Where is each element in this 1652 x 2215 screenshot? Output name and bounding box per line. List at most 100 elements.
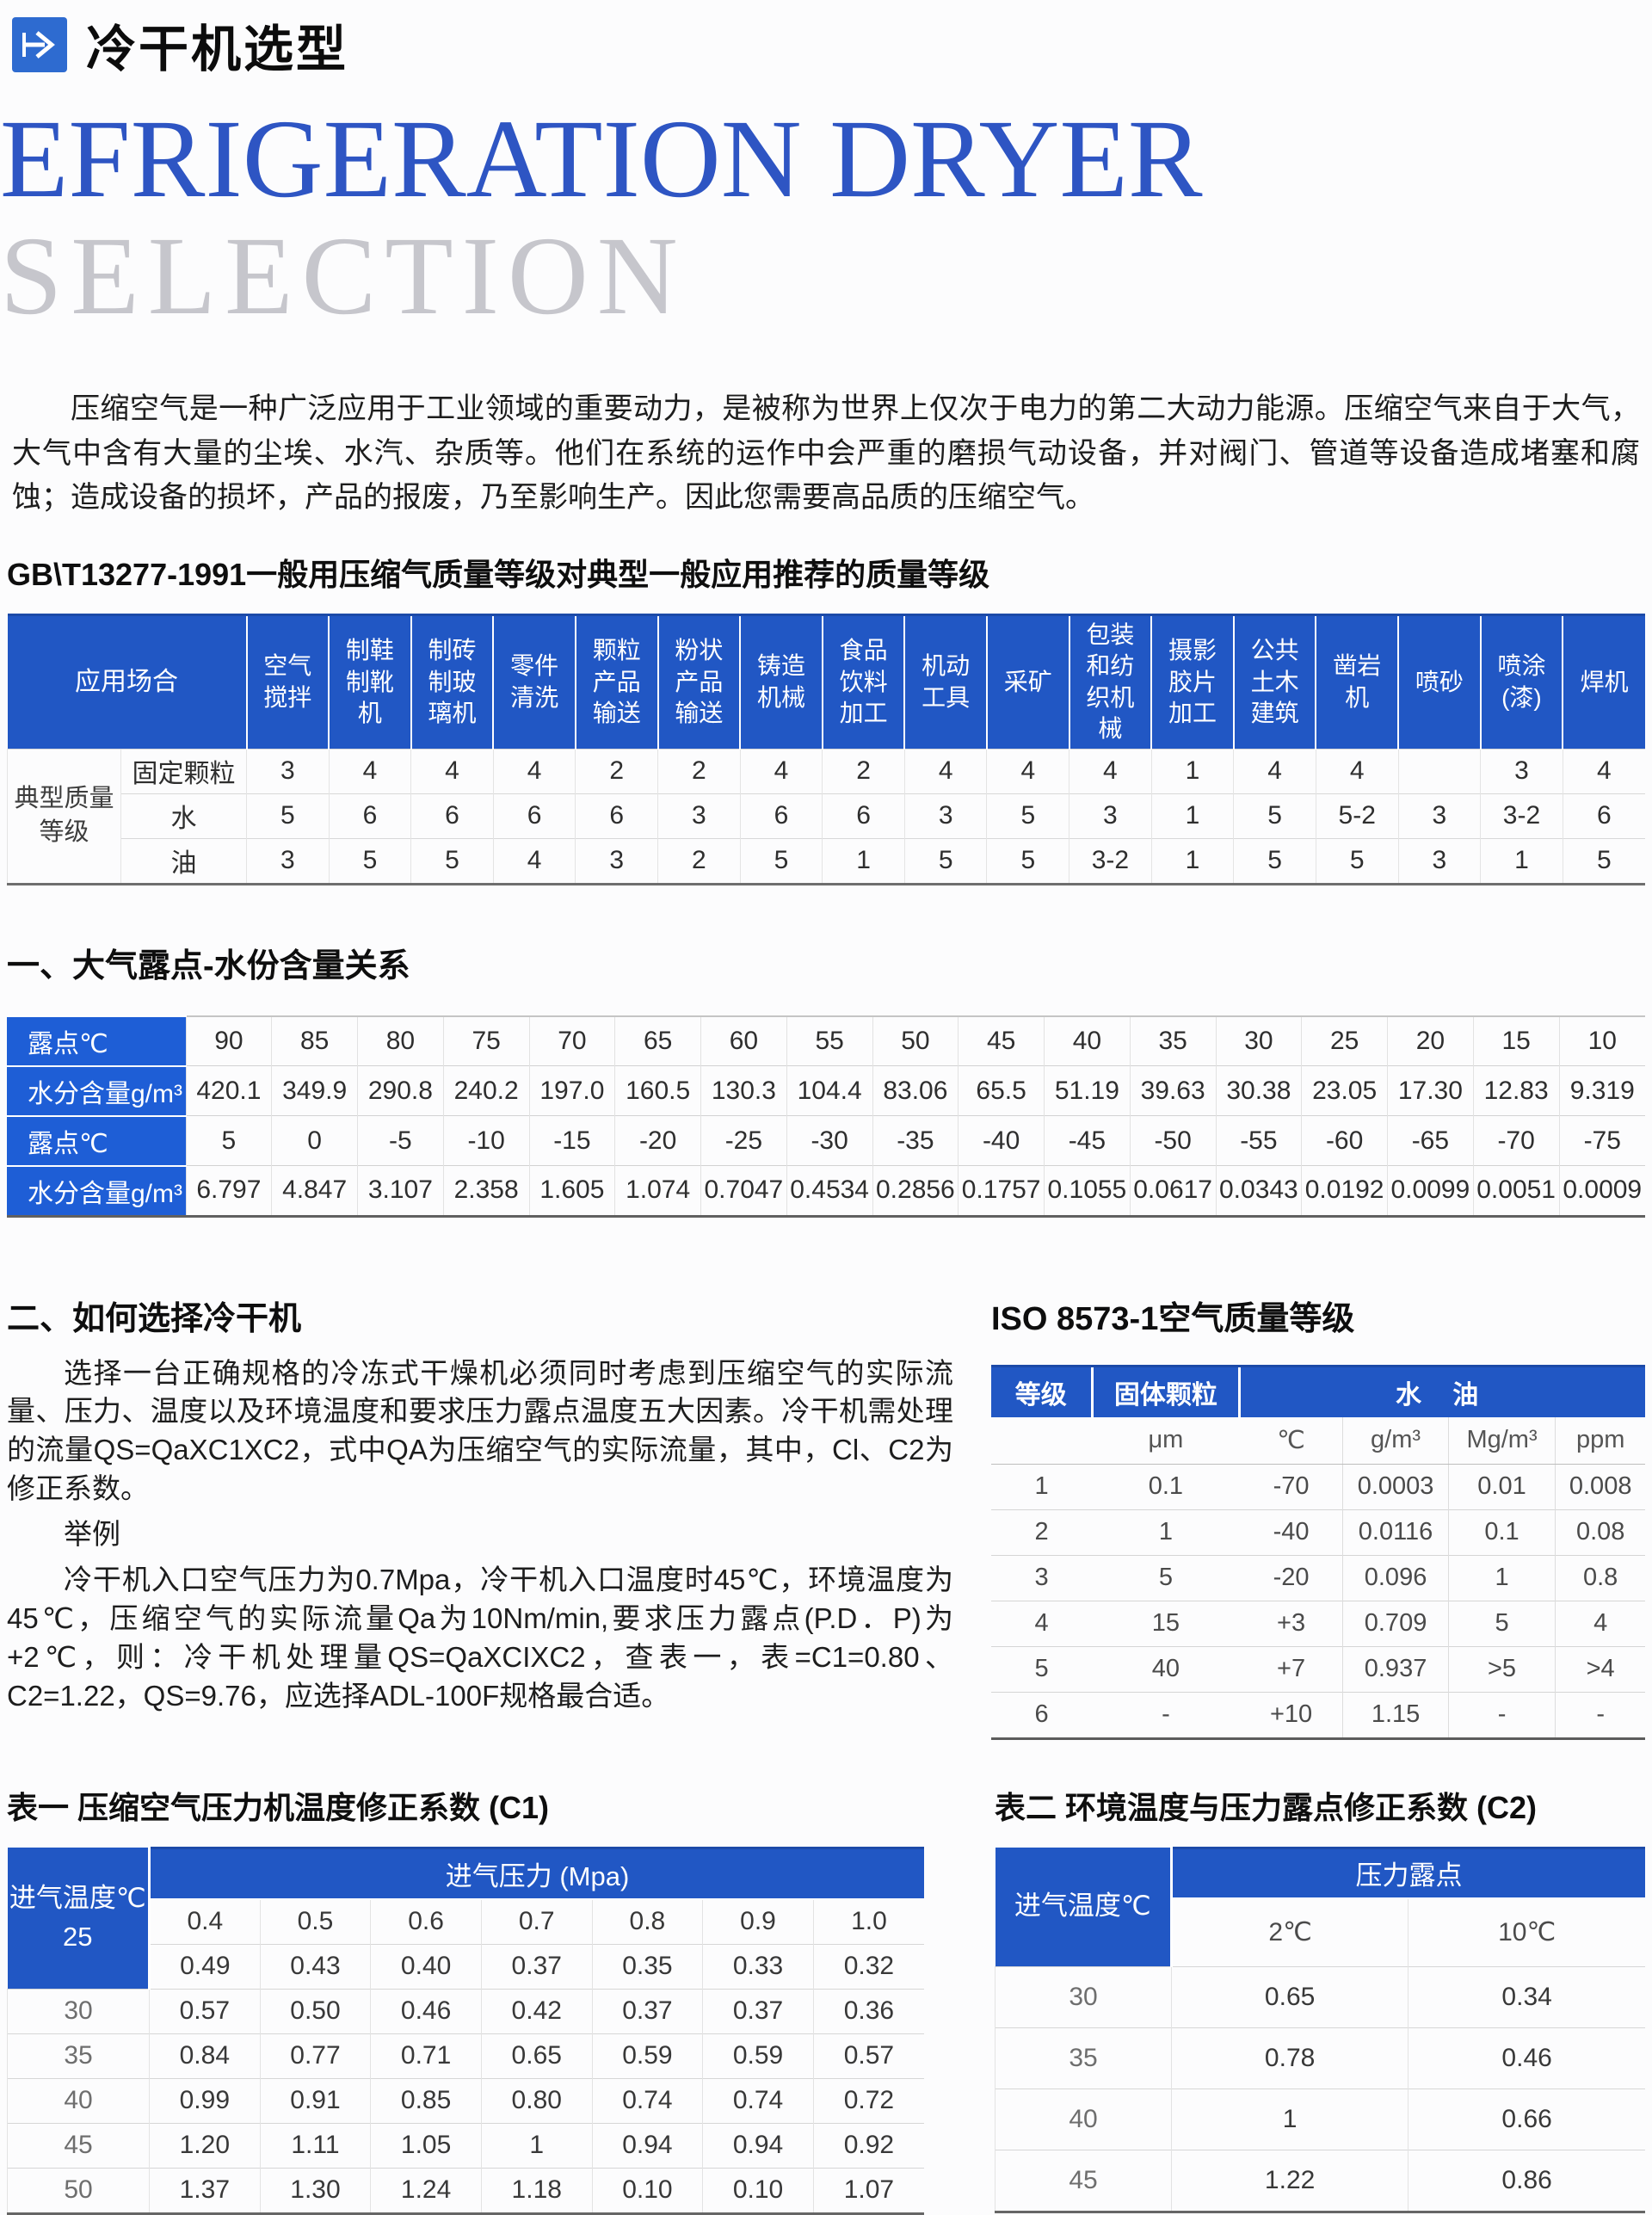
dew-value-cell: 60 [700,1015,787,1066]
c1-value-cell: 1.07 [812,2167,924,2214]
gbt-row-label: 水 [120,793,247,839]
c1-temp-cell: 35 [7,2033,150,2079]
table-row: 0.49 0.43 0.40 0.37 0.35 0.33 0.32 [8,1943,924,1990]
table-row: 30 0.65 0.34 [995,1965,1645,2028]
c1-value-cell: 0.57 [812,2033,924,2079]
gbt-column-header: 喷砂 [1397,614,1481,750]
dew-value-cell: 40 [1044,1015,1131,1066]
gbt-column-header: 制鞋制靴机 [328,614,411,750]
gbt-value-cell: 6 [739,793,823,839]
dew-value-cell: 4.847 [271,1165,358,1217]
gbt-column-header: 采矿 [985,614,1069,750]
dew-value-cell: 50 [872,1015,959,1066]
c2-value-cell: 0.86 [1408,2149,1645,2212]
dew-value-cell: 55 [786,1015,872,1066]
c2-temp-cell: 30 [995,1965,1172,2028]
table-subheader-row: μm ℃ g/m³ Mg/m³ ppm [991,1416,1645,1465]
gbt-column-header: 食品饮料加工 [821,614,905,750]
c2-value-cell: 1 [1170,2088,1409,2150]
gbt-value-cell: 3 [1069,793,1152,839]
c1-pressure-header: 进气压力 (Mpa) [149,1846,924,1900]
gbt-value-cell: 3 [246,748,330,794]
dewpoint-table: 露点℃ 90 85 80 75 70 65 60 55 50 45 40 35 30 25 20 15 10 水分含… [7,1015,1645,1218]
c1-value-cell: 0.32 [812,1943,924,1990]
c1-pressure-cell: 1.0 [812,1898,924,1945]
dew-value-cell: -55 [1215,1115,1302,1166]
iso-column: ISO 8573-1空气质量等级 等级 固体颗粒 水 油 μm ℃ g/m³ Mg/m… [991,1292,1645,1740]
iso-subheader-cell [991,1416,1093,1465]
c2-table-title: 表二 环境温度与压力露点修正系数 (C2) [995,1789,1538,1825]
c2-value-cell: 0.46 [1408,2027,1645,2089]
iso-value-cell: -70 [1239,1463,1343,1510]
gbt-column-header: 粉状产品输送 [656,614,741,750]
table-subheader-row: 2℃ 10℃ [996,1897,1645,1967]
dew-row-label: 露点℃ [7,1114,186,1166]
gbt-value-cell: 5 [986,837,1069,885]
c2-value-cell: 0.78 [1170,2027,1409,2089]
c2-temp-cell: 35 [995,2027,1172,2089]
c1-value-cell: 0.33 [702,1943,814,1990]
c1-value-cell: 1.05 [370,2122,482,2169]
table-row: 4 15 +3 0.709 5 4 [991,1600,1645,1647]
c2-temp-cell: 45 [995,2149,1172,2212]
iso-value-cell: 0.096 [1342,1554,1449,1601]
dew-value-cell: 349.9 [271,1065,358,1116]
gbt-column-header: 机动工具 [903,614,987,750]
c1-pressure-cell: 0.8 [591,1898,703,1945]
dew-value-cell: 15 [1472,1015,1559,1066]
table-row: 35 0.84 0.77 0.71 0.65 0.59 0.59 0.57 [7,2033,924,2079]
dew-value-cell: -15 [528,1115,615,1166]
gbt-row-label: 固定颗粒 [120,748,247,794]
dew-value-cell: 3.107 [357,1165,444,1217]
c1-value-cell: 0.84 [149,2033,261,2079]
dew-value-cell: 9.319 [1558,1065,1645,1116]
c1-value-cell: 1 [480,2122,593,2169]
iso-subheader-cell: ℃ [1239,1416,1343,1465]
c1-value-cell: 0.59 [702,2033,814,2079]
dew-value-cell: 6.797 [185,1165,272,1217]
correction-tables-area: 表一 压缩空气压力机温度修正系数 (C1) 进气温度℃ 25 进气压力 (Mpa… [7,1783,1645,2215]
gbt-value-cell: 4 [410,748,494,794]
table-subheader-row: 0.4 0.5 0.6 0.7 0.8 0.9 1.0 [8,1898,924,1945]
dew-value-cell: -45 [1044,1115,1131,1166]
gbt-column-header: 喷涂(漆) [1479,614,1563,750]
gbt-value-cell: 3-2 [1069,837,1152,885]
dew-value-cell: 20 [1387,1015,1474,1066]
gbt-value-cell: 2 [657,748,741,794]
c1-value-cell: 0.10 [702,2167,814,2214]
table-row: 35 0.78 0.46 [995,2027,1645,2089]
gbt-value-cell: 1 [1150,748,1234,794]
c2-dewpoint-header: 压力露点 [1171,1846,1645,1899]
gbt-value-cell: 2 [822,748,905,794]
c1-value-cell: 0.37 [480,1943,593,1990]
c1-value-cell: 0.43 [259,1943,371,1990]
c1-value-cell: 0.50 [259,1988,371,2034]
gbt-value-cell: 3 [1480,748,1563,794]
table-row: 45 1.22 0.86 [995,2149,1645,2212]
section2-title: 二、如何选择冷干机 [7,1300,302,1337]
table-row: 3 5 -20 0.096 1 0.8 [991,1554,1645,1601]
dew-value-cell: 104.4 [786,1065,872,1116]
dew-value-cell: 0.4534 [786,1165,872,1217]
dew-value-cell: 0.0192 [1301,1165,1388,1217]
dew-value-cell: 0 [271,1115,358,1166]
iso-table-title: ISO 8573-1空气质量等级 [991,1300,1355,1337]
gbt-column-header: 颗粒产品输送 [574,614,658,750]
c2-dewpoint-cell: 2℃ [1170,1897,1409,1967]
dew-value-cell: -10 [442,1115,529,1166]
gbt-value-cell: 3 [1397,793,1481,839]
dew-value-cell: -70 [1472,1115,1559,1166]
table-row: 45 1.20 1.11 1.05 1 0.94 0.94 0.92 [7,2122,924,2169]
selection-text-column: 二、如何选择冷干机 选择一台正确规格的冷冻式干燥机必须同时考虑到压缩空气的实际流… [7,1292,953,1716]
gbt-value-cell: 4 [903,748,987,794]
gbt-value-cell: 5 [1562,837,1645,885]
c1-value-cell: 0.80 [480,2077,593,2124]
table-row: 水分含量g/m³ 420.1 349.9 290.8 240.2 197.0 160.5 13… [7,1064,1645,1116]
dew-value-cell: 35 [1129,1015,1216,1066]
c1-temp-cell: 30 [7,1988,150,2034]
gbt-value-cell: 1 [1480,837,1563,885]
c1-corner-cell: 进气温度℃ 25 [7,1848,151,1990]
table-header-row: 应用场合 空气搅拌 制鞋制靴机 制砖制玻璃机 零件清洗 颗粒产品输送 粉状产品输送 铸造机械… [7,614,1645,750]
c1-value-cell: 0.57 [149,1988,261,2034]
gbt-value-cell: 6 [1562,793,1645,839]
